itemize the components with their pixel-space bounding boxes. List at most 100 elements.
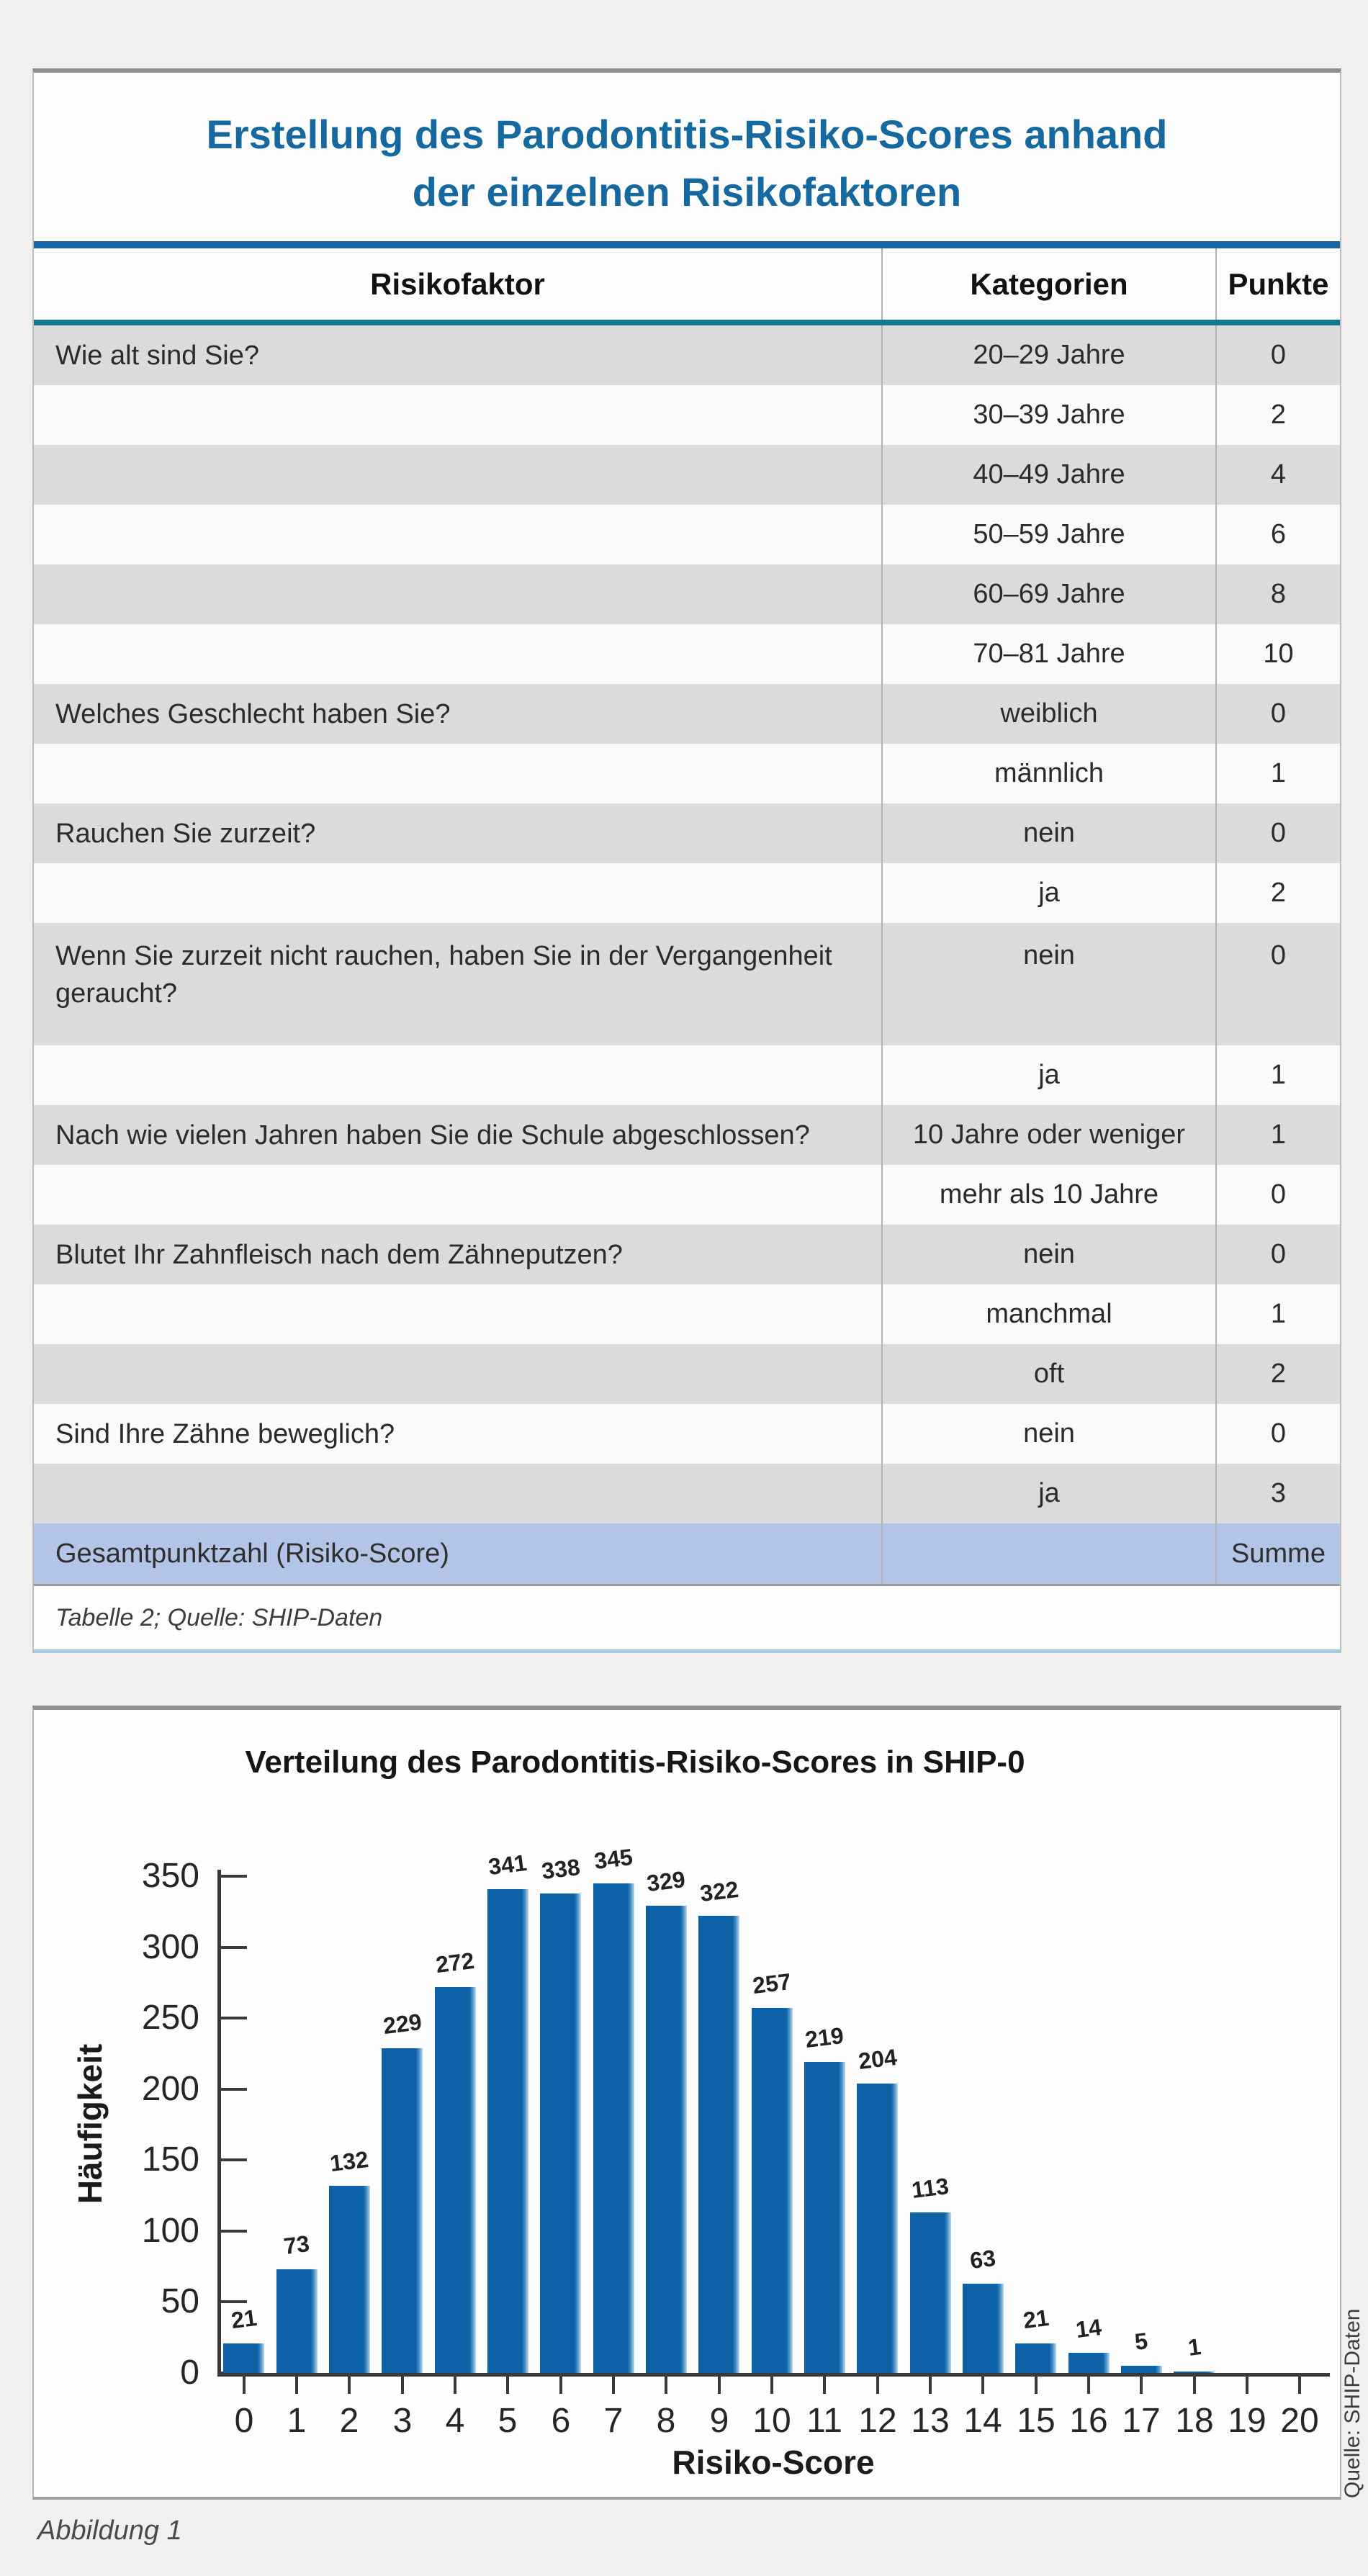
y-tick-mark: [221, 2088, 247, 2091]
bar: [593, 1883, 634, 2373]
x-tick-label: 6: [551, 2402, 571, 2440]
x-tick-label: 11: [806, 2402, 842, 2440]
row-points: 1: [1215, 744, 1340, 803]
column-header-punkte: Punkte: [1215, 248, 1340, 320]
x-tick-label: 13: [911, 2402, 950, 2440]
row-factor: [34, 1344, 881, 1404]
x-tick-mark: [1140, 2377, 1143, 2394]
bar: [857, 2084, 898, 2373]
table-row: 60–69 Jahre 8: [34, 564, 1340, 624]
bar-value-label: 73: [282, 2230, 311, 2260]
row-factor: [34, 1284, 881, 1344]
x-tick-label: 3: [392, 2402, 413, 2440]
x-tick-mark: [243, 2377, 246, 2394]
total-row-points: Summe: [1215, 1523, 1340, 1584]
row-points: 2: [1215, 863, 1340, 923]
y-tick-mark: [221, 2300, 247, 2303]
table-row: Wenn Sie zurzeit nicht rauchen, haben Si…: [34, 923, 1340, 1045]
y-tick-mark: [221, 2017, 247, 2019]
row-factor: Wenn Sie zurzeit nicht rauchen, haben Si…: [55, 941, 832, 1009]
bar: [646, 1906, 687, 2373]
x-axis-line: [217, 2373, 1330, 2377]
row-category: 10 Jahre oder weniger: [881, 1105, 1215, 1165]
row-points: 1: [1215, 1105, 1340, 1165]
row-points: 0: [1215, 1165, 1340, 1225]
bar: [1015, 2343, 1056, 2373]
x-tick-label: 2: [339, 2402, 359, 2440]
row-points: 1: [1215, 1284, 1340, 1344]
row-category: 40–49 Jahre: [881, 445, 1215, 505]
x-tick-label: 17: [1122, 2402, 1161, 2440]
column-header-kategorien: Kategorien: [881, 248, 1215, 320]
bar-value-label: 132: [328, 2145, 370, 2177]
table-row: Wie alt sind Sie? 20–29 Jahre 0: [34, 325, 1340, 385]
row-category: 30–39 Jahre: [881, 385, 1215, 445]
x-tick-label: 18: [1175, 2402, 1214, 2440]
row-factor: Wie alt sind Sie?: [55, 340, 260, 371]
y-tick-mark: [221, 2230, 247, 2233]
x-tick-label: 1: [287, 2402, 307, 2440]
x-tick-mark: [1193, 2377, 1196, 2394]
x-tick-label: 0: [234, 2402, 254, 2440]
x-tick-mark: [1298, 2377, 1301, 2394]
bar-chart-figure: Verteilung des Parodontitis-Risiko-Score…: [32, 1706, 1341, 2500]
row-points: 0: [1215, 684, 1340, 744]
bar: [1174, 2372, 1215, 2373]
table-body: Wie alt sind Sie? 20–29 Jahre 0 30–39 Jahre…: [34, 325, 1340, 1523]
x-axis-label: Risiko-Score: [672, 2444, 875, 2481]
x-tick-label: 8: [656, 2402, 676, 2440]
bar-value-label: 229: [382, 2008, 423, 2040]
row-factor: [34, 744, 881, 803]
y-tick-label: 250: [141, 1999, 199, 2037]
x-tick-label: 7: [603, 2402, 624, 2440]
row-category: weiblich: [881, 684, 1215, 744]
y-tick-mark: [221, 1875, 247, 1878]
row-factor: [34, 505, 881, 564]
row-points: 0: [1215, 1225, 1340, 1284]
bar: [540, 1893, 581, 2373]
table-row: 70–81 Jahre 10: [34, 624, 1340, 684]
x-tick-mark: [454, 2377, 456, 2394]
x-tick-mark: [981, 2377, 984, 2394]
x-tick-label: 16: [1069, 2402, 1108, 2440]
table-row: 50–59 Jahre 6: [34, 505, 1340, 564]
x-tick-mark: [295, 2377, 298, 2394]
table-row: ja 2: [34, 863, 1340, 923]
row-category: ja: [881, 1045, 1215, 1105]
row-points: 0: [1215, 1404, 1340, 1464]
x-tick-mark: [506, 2377, 509, 2394]
bar: [1068, 2353, 1110, 2373]
table-row: ja 1: [34, 1045, 1340, 1105]
table-row: oft 2: [34, 1344, 1340, 1404]
table-title-line2: der einzelnen Risikofaktoren: [412, 169, 962, 215]
table-row: Welches Geschlecht haben Sie? weiblich 0: [34, 684, 1340, 744]
y-tick-mark: [221, 2372, 247, 2374]
row-factor: Blutet Ihr Zahnfleisch nach dem Zähneput…: [55, 1239, 623, 1270]
chart-title: Verteilung des Parodontitis-Risiko-Score…: [245, 1744, 1025, 1780]
row-category: ja: [881, 1464, 1215, 1523]
table-row: Rauchen Sie zurzeit? nein 0: [34, 803, 1340, 863]
risk-score-table-figure: Erstellung des Parodontitis-Risiko-Score…: [32, 68, 1341, 1653]
bar: [223, 2343, 264, 2373]
x-tick-mark: [665, 2377, 667, 2394]
bar: [487, 1889, 528, 2373]
title-rule: [34, 241, 1340, 248]
x-tick-mark: [559, 2377, 562, 2394]
y-tick-mark: [221, 1946, 247, 1949]
x-tick-label: 15: [1017, 2402, 1056, 2440]
chart-source-note: Quelle: SHIP-Daten: [1341, 2308, 1364, 2498]
table-row: manchmal 1: [34, 1284, 1340, 1344]
row-factor: Rauchen Sie zurzeit?: [55, 818, 316, 849]
row-points: 10: [1215, 624, 1340, 684]
bar-value-label: 21: [230, 2304, 258, 2334]
row-category: nein: [881, 923, 1215, 1045]
row-factor: Sind Ihre Zähne beweglich?: [55, 1418, 395, 1449]
row-factor: [34, 385, 881, 445]
row-category: oft: [881, 1344, 1215, 1404]
figure-caption: Abbildung 1: [37, 2516, 182, 2546]
table-row: ja 3: [34, 1464, 1340, 1523]
table-footnote: Tabelle 2; Quelle: SHIP-Daten: [34, 1586, 1340, 1649]
x-tick-mark: [876, 2377, 879, 2394]
table-row: 30–39 Jahre 2: [34, 385, 1340, 445]
row-points: 6: [1215, 505, 1340, 564]
